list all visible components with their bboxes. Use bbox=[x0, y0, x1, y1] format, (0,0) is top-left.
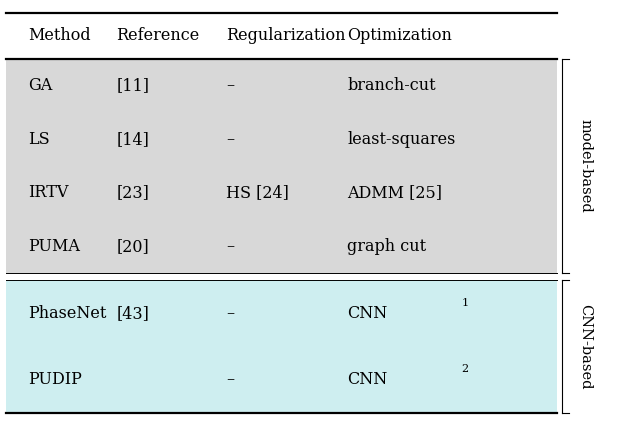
Text: least-squares: least-squares bbox=[347, 131, 456, 148]
Text: branch-cut: branch-cut bbox=[347, 77, 436, 94]
Text: 2: 2 bbox=[462, 364, 469, 374]
Text: CNN-based: CNN-based bbox=[578, 304, 592, 389]
Bar bbox=[6, 59, 556, 273]
Text: –: – bbox=[226, 238, 235, 255]
Text: ADMM [25]: ADMM [25] bbox=[347, 184, 443, 201]
Text: Regularization: Regularization bbox=[226, 27, 346, 44]
Text: PUDIP: PUDIP bbox=[29, 371, 82, 389]
Text: –: – bbox=[226, 305, 235, 322]
Text: [20]: [20] bbox=[116, 238, 149, 255]
Text: Reference: Reference bbox=[116, 27, 200, 44]
Text: PUMA: PUMA bbox=[29, 238, 80, 255]
Text: [43]: [43] bbox=[116, 305, 149, 322]
Text: –: – bbox=[226, 371, 235, 389]
Text: 1: 1 bbox=[462, 298, 469, 308]
Text: [11]: [11] bbox=[116, 77, 149, 94]
Text: Optimization: Optimization bbox=[347, 27, 452, 44]
Text: –: – bbox=[226, 77, 235, 94]
Bar bbox=[6, 280, 556, 413]
Text: HS [24]: HS [24] bbox=[226, 184, 289, 201]
Text: CNN: CNN bbox=[347, 305, 388, 322]
Text: Method: Method bbox=[29, 27, 91, 44]
Text: PhaseNet: PhaseNet bbox=[29, 305, 107, 322]
Text: graph cut: graph cut bbox=[347, 238, 427, 255]
Text: IRTV: IRTV bbox=[29, 184, 69, 201]
Text: [23]: [23] bbox=[116, 184, 149, 201]
Text: CNN: CNN bbox=[347, 371, 388, 389]
Text: [14]: [14] bbox=[116, 131, 149, 148]
Text: –: – bbox=[226, 131, 235, 148]
Bar bbox=[6, 13, 556, 59]
Text: model-based: model-based bbox=[578, 119, 592, 213]
Text: GA: GA bbox=[29, 77, 53, 94]
Text: LS: LS bbox=[29, 131, 50, 148]
